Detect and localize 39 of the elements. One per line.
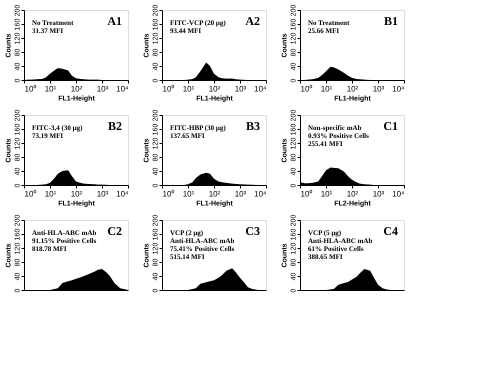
- x-tick-label: 10⁴: [254, 190, 268, 198]
- x-tick-label: 10⁴: [392, 84, 406, 94]
- x-tick-label: 10⁴: [254, 84, 268, 94]
- x-tick-label: 10⁰: [24, 190, 36, 198]
- chart-title: B2: [108, 119, 122, 133]
- x-tick-label: 10⁴: [392, 190, 406, 198]
- x-tick-label: 10⁰: [24, 84, 36, 94]
- x-tick-label: 10²: [70, 190, 83, 198]
- x-tick-label: 10¹: [182, 84, 195, 94]
- chart-title: C1: [383, 119, 398, 133]
- x-tick-label: 10²: [70, 84, 83, 94]
- chart-title: C3: [245, 224, 260, 238]
- x-tick-label: 10²: [346, 190, 359, 198]
- chart-title: C2: [107, 224, 122, 238]
- chart-title: A2: [245, 14, 260, 28]
- x-tick-label: 10⁴: [116, 84, 130, 94]
- x-tick-label: 10¹: [44, 84, 57, 94]
- x-tick-label: 10¹: [182, 190, 195, 198]
- x-tick-label: 10³: [372, 84, 385, 94]
- x-tick-label: 10²: [208, 190, 221, 198]
- x-tick-label: 10³: [234, 190, 247, 198]
- chart-title: C4: [383, 224, 398, 238]
- x-tick-label: 10¹: [320, 84, 333, 94]
- x-tick-label: 10⁰: [162, 84, 174, 94]
- chart-title: A1: [107, 14, 122, 28]
- x-tick-label: 10²: [346, 84, 359, 94]
- x-tick-label: 10³: [96, 84, 109, 94]
- x-tick-label: 10³: [96, 190, 109, 198]
- x-tick-label: 10²: [208, 84, 221, 94]
- x-tick-label: 10⁴: [116, 190, 130, 198]
- x-tick-label: 10¹: [44, 190, 57, 198]
- chart-title: B3: [246, 119, 260, 133]
- x-tick-label: 10³: [234, 84, 247, 94]
- x-tick-label: 10⁰: [300, 190, 312, 198]
- x-tick-label: 10³: [372, 190, 385, 198]
- chart-title: B1: [384, 14, 398, 28]
- x-tick-label: 10⁰: [300, 84, 312, 94]
- x-tick-label: 10⁰: [162, 190, 174, 198]
- x-tick-label: 10¹: [320, 190, 333, 198]
